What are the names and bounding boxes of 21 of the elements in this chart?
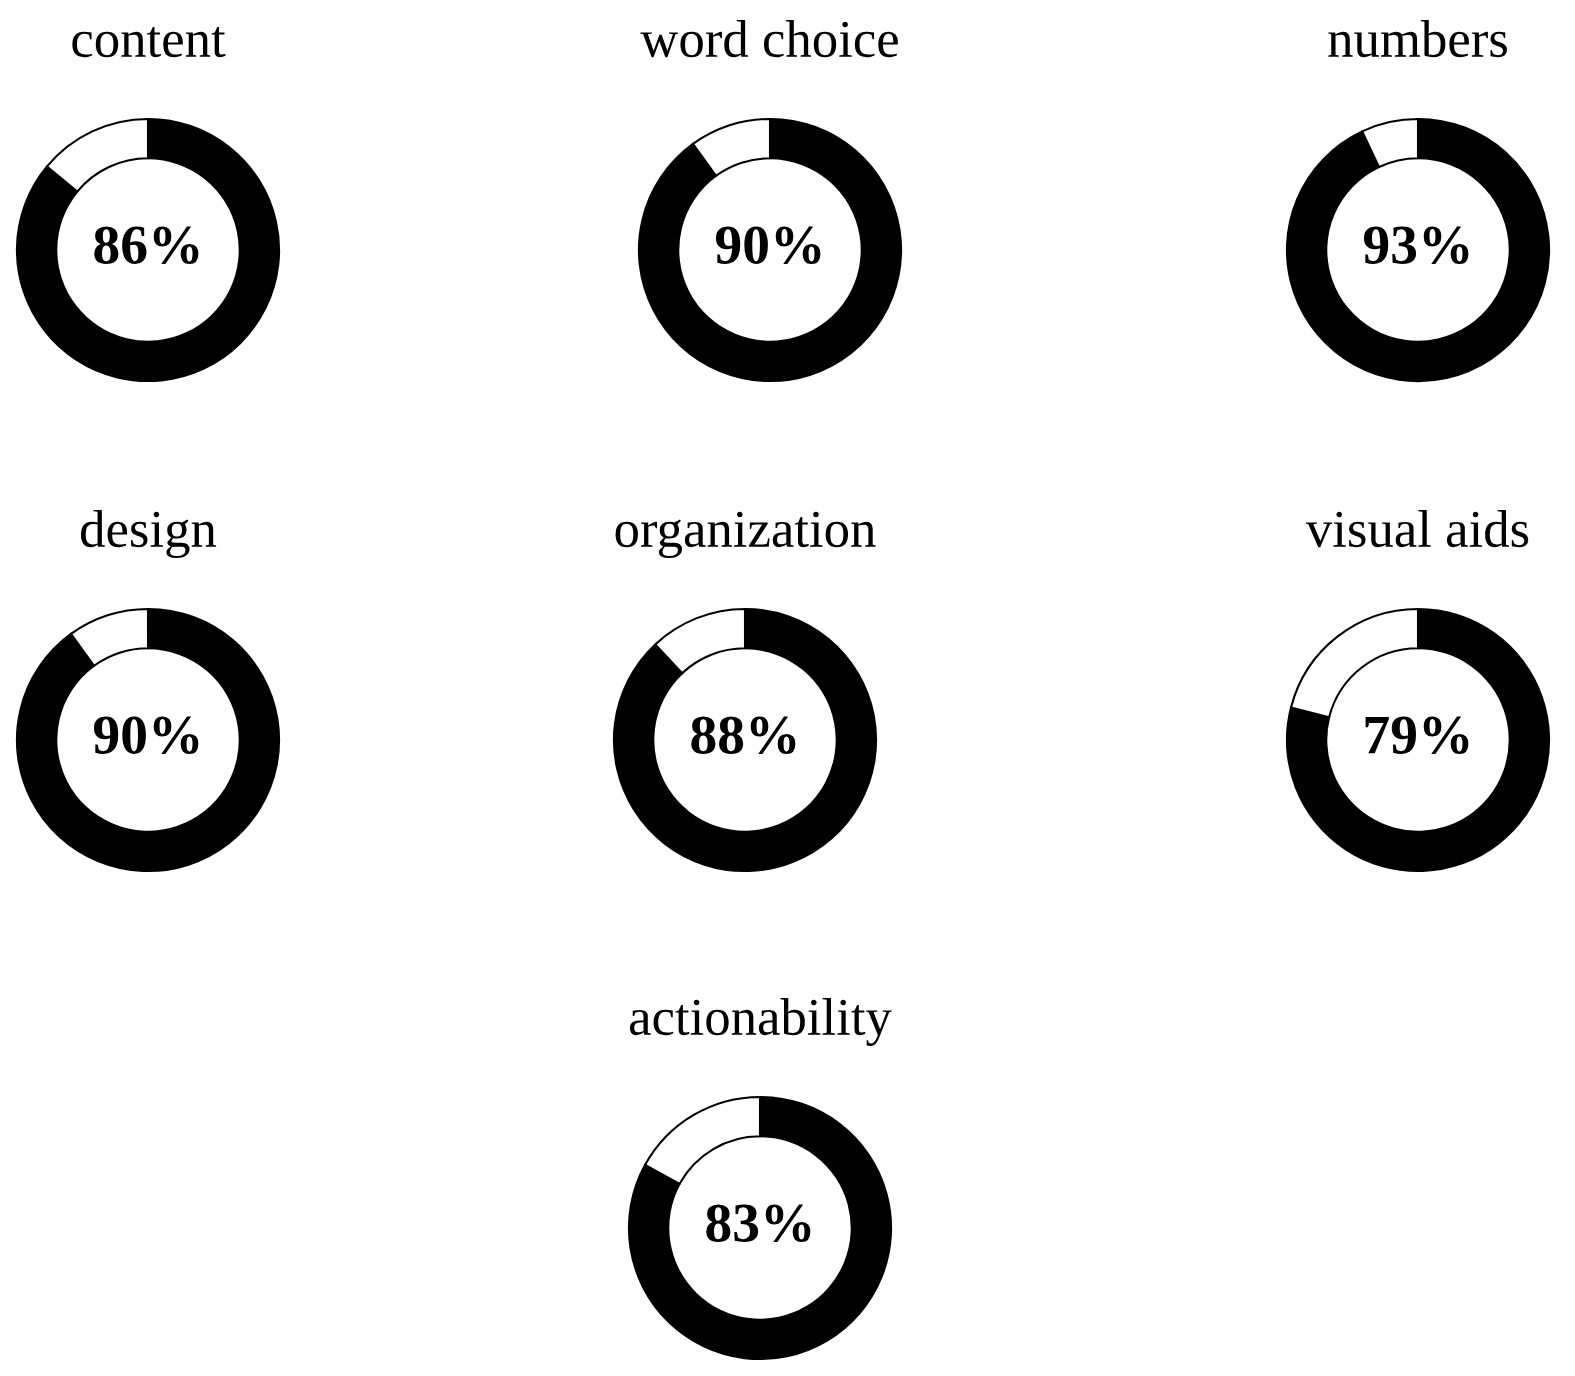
donut-slice [637, 117, 903, 383]
chart-title: actionability [629, 998, 892, 1047]
text: 88% [691, 716, 796, 755]
text: 90% [93, 716, 199, 755]
donut-slice [15, 117, 281, 383]
donut-slice [1285, 607, 1551, 873]
chart-title: organization [615, 511, 876, 559]
chart-title: numbers [1328, 20, 1507, 58]
text: 90% [715, 226, 821, 265]
donut-slice [627, 1095, 893, 1361]
text: 79% [1365, 716, 1469, 755]
text: 86% [94, 226, 199, 265]
donut-slice [15, 607, 281, 873]
donut-slice [612, 607, 878, 873]
chart-title: word choice [640, 20, 898, 58]
text: 93% [1363, 226, 1469, 265]
chart-title: design [81, 510, 217, 559]
donut-slice [1285, 117, 1551, 383]
chart-title: visual aids [1305, 510, 1529, 548]
chart-title: content [72, 26, 226, 58]
text: 83% [706, 1204, 811, 1243]
